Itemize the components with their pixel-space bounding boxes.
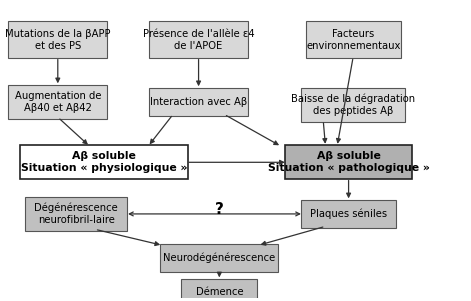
Text: Mutations de la βAPP
et des PS: Mutations de la βAPP et des PS bbox=[5, 29, 111, 51]
Text: Aβ soluble
Situation « pathologique »: Aβ soluble Situation « pathologique » bbox=[268, 151, 430, 173]
FancyBboxPatch shape bbox=[285, 145, 412, 179]
FancyBboxPatch shape bbox=[149, 88, 248, 116]
FancyBboxPatch shape bbox=[301, 200, 396, 228]
FancyBboxPatch shape bbox=[8, 85, 107, 119]
FancyBboxPatch shape bbox=[20, 145, 188, 179]
Text: Interaction avec Aβ: Interaction avec Aβ bbox=[150, 97, 247, 107]
FancyBboxPatch shape bbox=[25, 197, 127, 231]
Text: Augmentation de
Aβ40 et Aβ42: Augmentation de Aβ40 et Aβ42 bbox=[15, 91, 101, 113]
Text: Plaques séniles: Plaques séniles bbox=[310, 209, 387, 219]
FancyBboxPatch shape bbox=[161, 244, 278, 272]
FancyBboxPatch shape bbox=[149, 21, 248, 58]
Text: Facteurs
environnementaux: Facteurs environnementaux bbox=[306, 29, 400, 51]
Text: Baisse de la dégradation
des peptides Aβ: Baisse de la dégradation des peptides Aβ bbox=[291, 93, 415, 116]
FancyBboxPatch shape bbox=[301, 88, 405, 122]
Text: Démence: Démence bbox=[195, 287, 243, 296]
FancyBboxPatch shape bbox=[8, 21, 107, 58]
Text: Aβ soluble
Situation « physiologique »: Aβ soluble Situation « physiologique » bbox=[21, 151, 187, 173]
Text: ?: ? bbox=[215, 202, 224, 217]
Text: Dégénérescence
neurofibril­laire: Dégénérescence neurofibril­laire bbox=[34, 203, 118, 225]
Text: Présence de l'allèle ε4
de l'APOE: Présence de l'allèle ε4 de l'APOE bbox=[143, 29, 254, 51]
FancyBboxPatch shape bbox=[181, 279, 258, 301]
FancyBboxPatch shape bbox=[306, 21, 400, 58]
Text: Neurodégénérescence: Neurodégénérescence bbox=[163, 253, 276, 263]
